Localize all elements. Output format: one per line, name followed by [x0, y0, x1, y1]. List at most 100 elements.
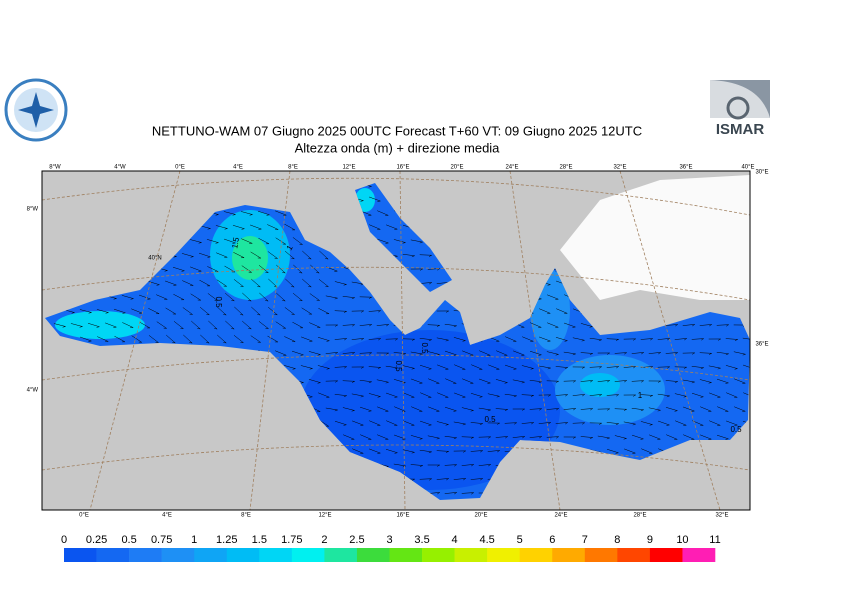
- direction-arrow: [240, 211, 253, 216]
- direction-arrow: [479, 350, 491, 356]
- direction-arrow: [385, 449, 398, 454]
- direction-arrow: [521, 365, 534, 370]
- direction-arrow: [368, 393, 381, 398]
- direction-arrow: [172, 266, 185, 272]
- direction-arrow: [657, 338, 670, 341]
- direction-arrow: [241, 265, 252, 273]
- lon-label: 8°E: [241, 513, 251, 519]
- direction-arrow: [410, 464, 423, 467]
- direction-arrow: [410, 435, 423, 440]
- direction-arrow: [665, 380, 678, 383]
- direction-arrow: [208, 320, 218, 330]
- direction-arrow: [563, 408, 576, 411]
- direction-arrow: [538, 422, 551, 425]
- direction-arrow: [708, 338, 721, 341]
- direction-arrow: [190, 266, 202, 272]
- direction-arrow: [317, 336, 330, 342]
- colorbar-swatch: [617, 548, 651, 562]
- direction-arrow: [462, 378, 474, 384]
- direction-arrow: [369, 420, 381, 426]
- direction-arrow: [488, 364, 500, 370]
- direction-arrow: [87, 323, 100, 328]
- direction-arrow: [267, 251, 278, 259]
- direction-arrow: [436, 478, 449, 481]
- lon-label: 32°E: [613, 165, 626, 171]
- direction-arrow: [487, 422, 500, 425]
- direction-arrow: [444, 350, 457, 356]
- colorbar-swatch: [389, 548, 423, 562]
- direction-arrow: [580, 436, 593, 439]
- direction-arrow: [623, 394, 636, 397]
- direction-arrow: [624, 448, 636, 454]
- colorbar-label: 10: [676, 534, 688, 546]
- direction-arrow: [284, 223, 296, 231]
- direction-arrow: [302, 278, 312, 288]
- direction-arrow: [419, 254, 432, 257]
- contour-label: 1: [638, 391, 643, 400]
- direction-arrow: [250, 251, 261, 259]
- direction-arrow: [385, 365, 398, 370]
- direction-arrow: [377, 210, 389, 216]
- land-white: [560, 175, 750, 300]
- colorbar-swatch: [682, 548, 716, 562]
- colorbar-swatch: [552, 548, 586, 562]
- direction-arrow: [386, 224, 398, 230]
- colorbar-swatch: [259, 548, 293, 562]
- direction-arrow: [258, 321, 269, 329]
- colorbar-label: 2.5: [349, 534, 364, 546]
- colorbar-label: 1.75: [281, 534, 302, 546]
- lon-label: 20°E: [450, 165, 463, 171]
- direction-arrow: [393, 434, 406, 440]
- direction-arrow: [166, 334, 176, 344]
- direction-arrow: [512, 379, 525, 384]
- direction-arrow: [580, 323, 593, 328]
- direction-arrow: [368, 338, 381, 341]
- direction-arrow: [725, 365, 738, 370]
- direction-arrow: [308, 351, 321, 356]
- lon-label: 8°W: [49, 165, 61, 171]
- direction-arrow: [368, 310, 381, 313]
- direction-arrow: [614, 352, 627, 355]
- direction-arrow: [665, 324, 678, 327]
- direction-arrow: [496, 350, 508, 356]
- map-frame: [41, 170, 751, 511]
- colorbar-swatch: [226, 548, 260, 562]
- direction-arrow: [293, 264, 303, 274]
- direction-arrow: [359, 324, 372, 327]
- colorbar-swatch: [487, 548, 520, 562]
- direction-arrow: [734, 406, 746, 412]
- direction-arrow: [521, 394, 534, 397]
- direction-arrow: [189, 239, 202, 244]
- contour-label: 0.5: [394, 360, 403, 372]
- direction-arrow: [376, 379, 389, 384]
- direction-arrow: [402, 338, 415, 341]
- direction-arrow: [631, 408, 644, 412]
- direction-arrow: [308, 379, 321, 384]
- logo-right: ISMAR: [710, 80, 770, 138]
- direction-arrow: [487, 450, 500, 453]
- direction-arrow: [385, 392, 398, 398]
- direction-arrow: [640, 338, 653, 341]
- lon-label: 12°E: [342, 165, 355, 171]
- direction-arrow: [216, 279, 227, 287]
- direction-arrow: [318, 308, 330, 315]
- direction-arrow: [563, 380, 576, 383]
- direction-arrow: [325, 380, 338, 383]
- colorbar-swatch: [454, 548, 488, 562]
- direction-arrow: [572, 337, 585, 342]
- colorbar-swatch: [649, 548, 683, 562]
- direction-arrow: [419, 338, 432, 342]
- direction-arrow: [181, 253, 194, 258]
- direction-arrow: [709, 392, 721, 398]
- direction-arrow: [495, 379, 508, 384]
- direction-arrow: [411, 406, 423, 412]
- direction-arrow: [267, 335, 279, 343]
- direction-arrow: [215, 225, 228, 230]
- direction-arrow: [199, 306, 210, 316]
- direction-arrow: [631, 380, 644, 383]
- direction-arrow: [734, 378, 746, 384]
- direction-arrow: [267, 306, 278, 316]
- direction-arrow: [641, 448, 653, 454]
- direction-arrow: [386, 420, 398, 426]
- lon-label: 4°E: [162, 513, 172, 519]
